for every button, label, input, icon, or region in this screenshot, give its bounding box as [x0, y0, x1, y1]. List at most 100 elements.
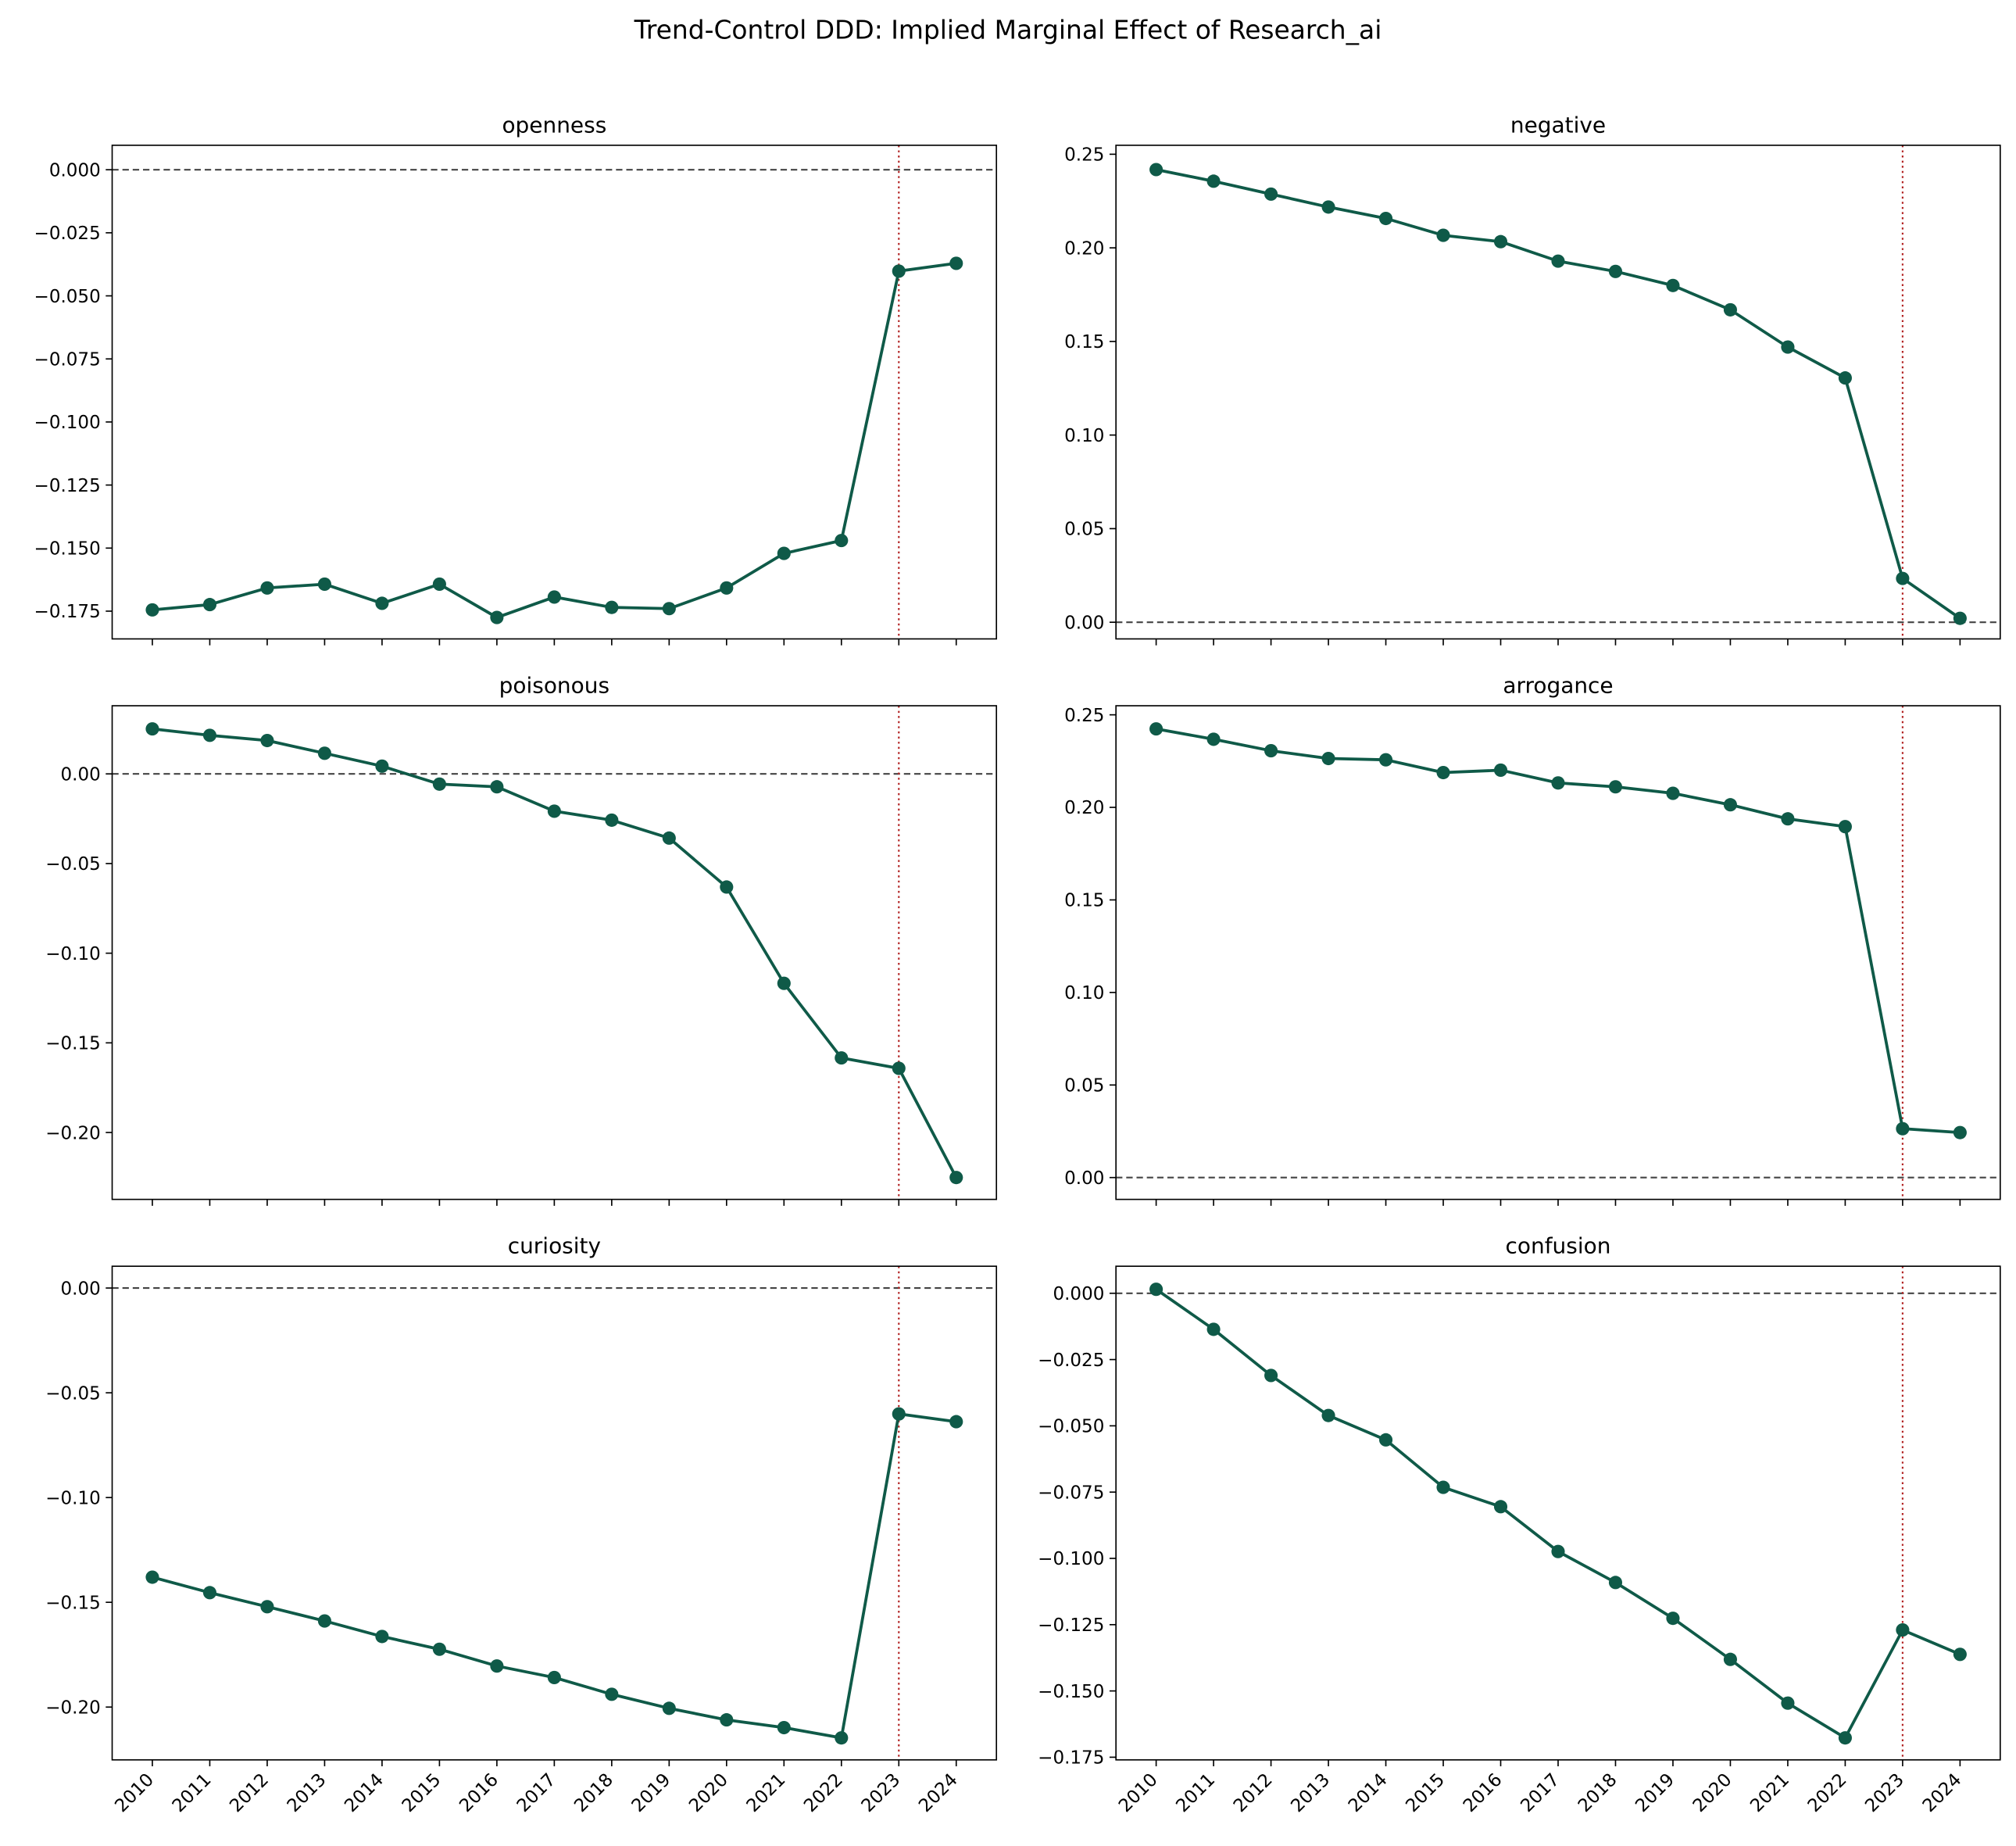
data-point	[662, 831, 676, 845]
axes-frame	[111, 705, 998, 1200]
data-point	[547, 804, 561, 818]
data-point	[1493, 763, 1508, 777]
subplot-title: negative	[1510, 112, 1606, 138]
y-tick-label: −0.100	[1038, 1549, 1104, 1569]
y-tick-label: 0.00	[60, 764, 100, 785]
data-point	[1378, 211, 1393, 226]
data-point	[1264, 744, 1278, 758]
y-tick-label: −0.175	[1038, 1748, 1104, 1769]
data-point	[1149, 722, 1163, 736]
data-point	[547, 590, 561, 604]
axes-frame	[111, 1265, 998, 1761]
data-point	[145, 722, 159, 736]
y-tick-label: 0.25	[1064, 706, 1104, 726]
data-point	[317, 746, 331, 760]
data-point	[835, 1731, 849, 1745]
data-point	[835, 1051, 849, 1065]
data-point	[317, 1614, 331, 1628]
data-point	[1206, 732, 1221, 746]
data-point	[202, 1586, 217, 1600]
data-point	[1608, 780, 1623, 794]
data-point	[432, 1642, 446, 1656]
data-point	[777, 1720, 791, 1735]
data-point	[317, 577, 331, 592]
data-point	[1321, 200, 1335, 214]
data-point	[1321, 1408, 1335, 1422]
y-tick-label: −0.025	[1038, 1351, 1104, 1371]
data-point	[432, 777, 446, 791]
data-point	[720, 1713, 734, 1727]
data-point	[375, 759, 389, 773]
y-tick-label: −0.150	[1038, 1682, 1104, 1702]
y-tick-label: −0.15	[45, 1034, 101, 1054]
y-tick-label: −0.05	[45, 854, 101, 875]
y-tick-label: −0.075	[1038, 1483, 1104, 1503]
y-tick-label: −0.150	[34, 539, 101, 560]
data-point	[720, 581, 734, 595]
data-point	[375, 596, 389, 610]
y-tick-label: −0.050	[1038, 1417, 1104, 1437]
y-tick-label: −0.10	[45, 1488, 101, 1508]
data-point	[432, 577, 446, 592]
data-point	[1896, 1623, 1910, 1637]
y-tick-label: 0.05	[1064, 1076, 1104, 1097]
data-point	[1436, 228, 1450, 242]
axes-frame	[1115, 705, 2001, 1200]
data-point	[720, 880, 734, 894]
subplot: openness 0.000 −0.025 −0.050 −0.075 −0.100 −0.…	[34, 112, 998, 646]
data-point	[202, 728, 217, 742]
axes-frame	[1115, 145, 2001, 640]
axes-frame	[111, 145, 998, 640]
data-point	[1321, 751, 1335, 766]
subplot-title: openness	[502, 112, 606, 138]
y-tick-label: 0.15	[1064, 332, 1104, 352]
y-tick-label: −0.10	[45, 944, 101, 964]
data-point	[1206, 174, 1221, 188]
data-point	[1666, 1612, 1680, 1626]
subplot-title: curiosity	[508, 1233, 601, 1259]
y-tick-label: 0.15	[1064, 891, 1104, 911]
data-point	[1781, 340, 1795, 354]
data-point	[949, 1171, 963, 1185]
data-point	[892, 1407, 906, 1421]
data-point	[145, 603, 159, 617]
data-point	[1149, 163, 1163, 177]
data-point	[777, 976, 791, 990]
data-point	[1551, 776, 1565, 790]
data-point	[1551, 254, 1565, 268]
y-tick-label: 0.25	[1064, 145, 1104, 166]
data-point	[605, 813, 619, 827]
data-point	[1723, 302, 1737, 317]
data-point	[375, 1630, 389, 1644]
data-point	[260, 733, 274, 748]
subplot-title: confusion	[1506, 1233, 1611, 1259]
y-tick-label: −0.05	[45, 1383, 101, 1404]
data-point	[662, 602, 676, 616]
data-point	[1493, 1500, 1508, 1514]
data-point	[1608, 1576, 1623, 1590]
subplot-title: poisonous	[499, 673, 609, 699]
data-point	[1378, 753, 1393, 767]
y-tick-label: 0.10	[1064, 983, 1104, 1003]
data-point	[1493, 234, 1508, 249]
data-point	[949, 256, 963, 270]
data-point	[1436, 765, 1450, 780]
data-point	[1781, 812, 1795, 826]
subplot: poisonous 0.00 −0.05 −0.10 −0.15 −0.20	[45, 673, 998, 1206]
data-point	[1838, 820, 1852, 834]
y-tick-label: −0.175	[34, 602, 101, 622]
y-tick-label: 0.10	[1064, 426, 1104, 446]
data-point	[1723, 1652, 1737, 1666]
y-tick-label: −0.100	[34, 413, 101, 433]
data-point	[1264, 187, 1278, 201]
data-point	[260, 581, 274, 595]
data-point	[1608, 264, 1623, 278]
data-point	[1206, 1322, 1221, 1336]
data-point	[777, 546, 791, 560]
data-point	[835, 534, 849, 548]
y-tick-label: 0.00	[60, 1279, 100, 1299]
data-point	[662, 1701, 676, 1715]
data-point	[605, 1687, 619, 1701]
